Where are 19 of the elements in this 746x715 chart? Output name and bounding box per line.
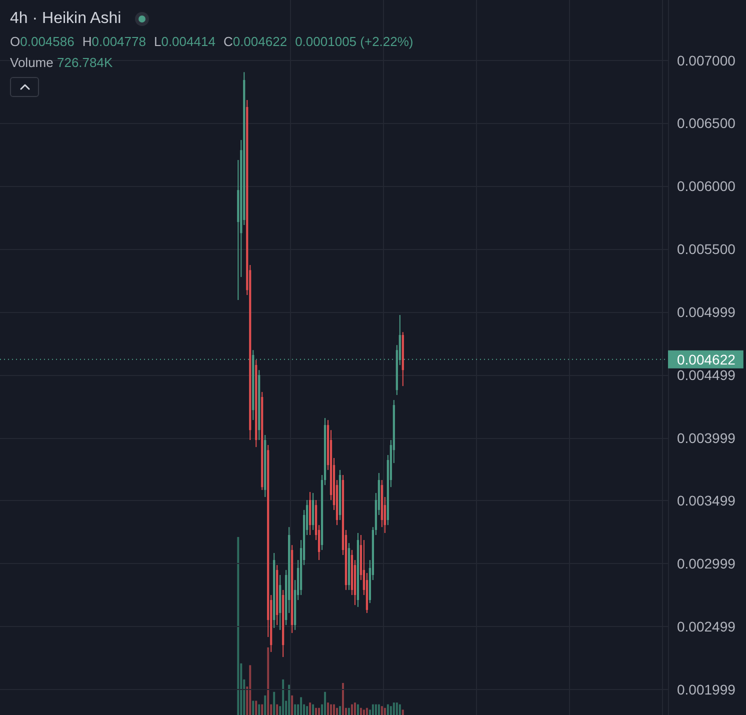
y-tick-label: 0.006000 bbox=[677, 178, 736, 194]
y-tick-label: 0.001999 bbox=[677, 681, 736, 698]
text: 4h · Heikin Ashi bbox=[10, 9, 122, 29]
y-tick-label: 0.002999 bbox=[677, 556, 736, 572]
annotation: L0.004414 bbox=[154, 34, 216, 49]
y-tick-label: 0.004499 bbox=[677, 366, 736, 383]
annotation: O0.004586 bbox=[10, 34, 74, 49]
annotation: 0.0001005 (+2.22%) bbox=[295, 34, 414, 49]
y-tick-label: 0.006500 bbox=[677, 115, 736, 132]
annotation: Volume 726.784K bbox=[10, 55, 113, 70]
y-tick-label: 0.002499 bbox=[677, 618, 736, 634]
annotation: C0.004622 bbox=[223, 34, 288, 49]
annotation: H0.004778 bbox=[82, 34, 146, 49]
ref-line-label: 0.004622 bbox=[677, 351, 736, 368]
y-tick-label: 0.007000 bbox=[677, 52, 736, 68]
y-tick-label: 0.003999 bbox=[677, 430, 736, 446]
y-tick-label: 0.003499 bbox=[677, 492, 736, 509]
y-tick-label: 0.004999 bbox=[677, 304, 736, 320]
y-tick-label: 0.005500 bbox=[677, 240, 736, 257]
